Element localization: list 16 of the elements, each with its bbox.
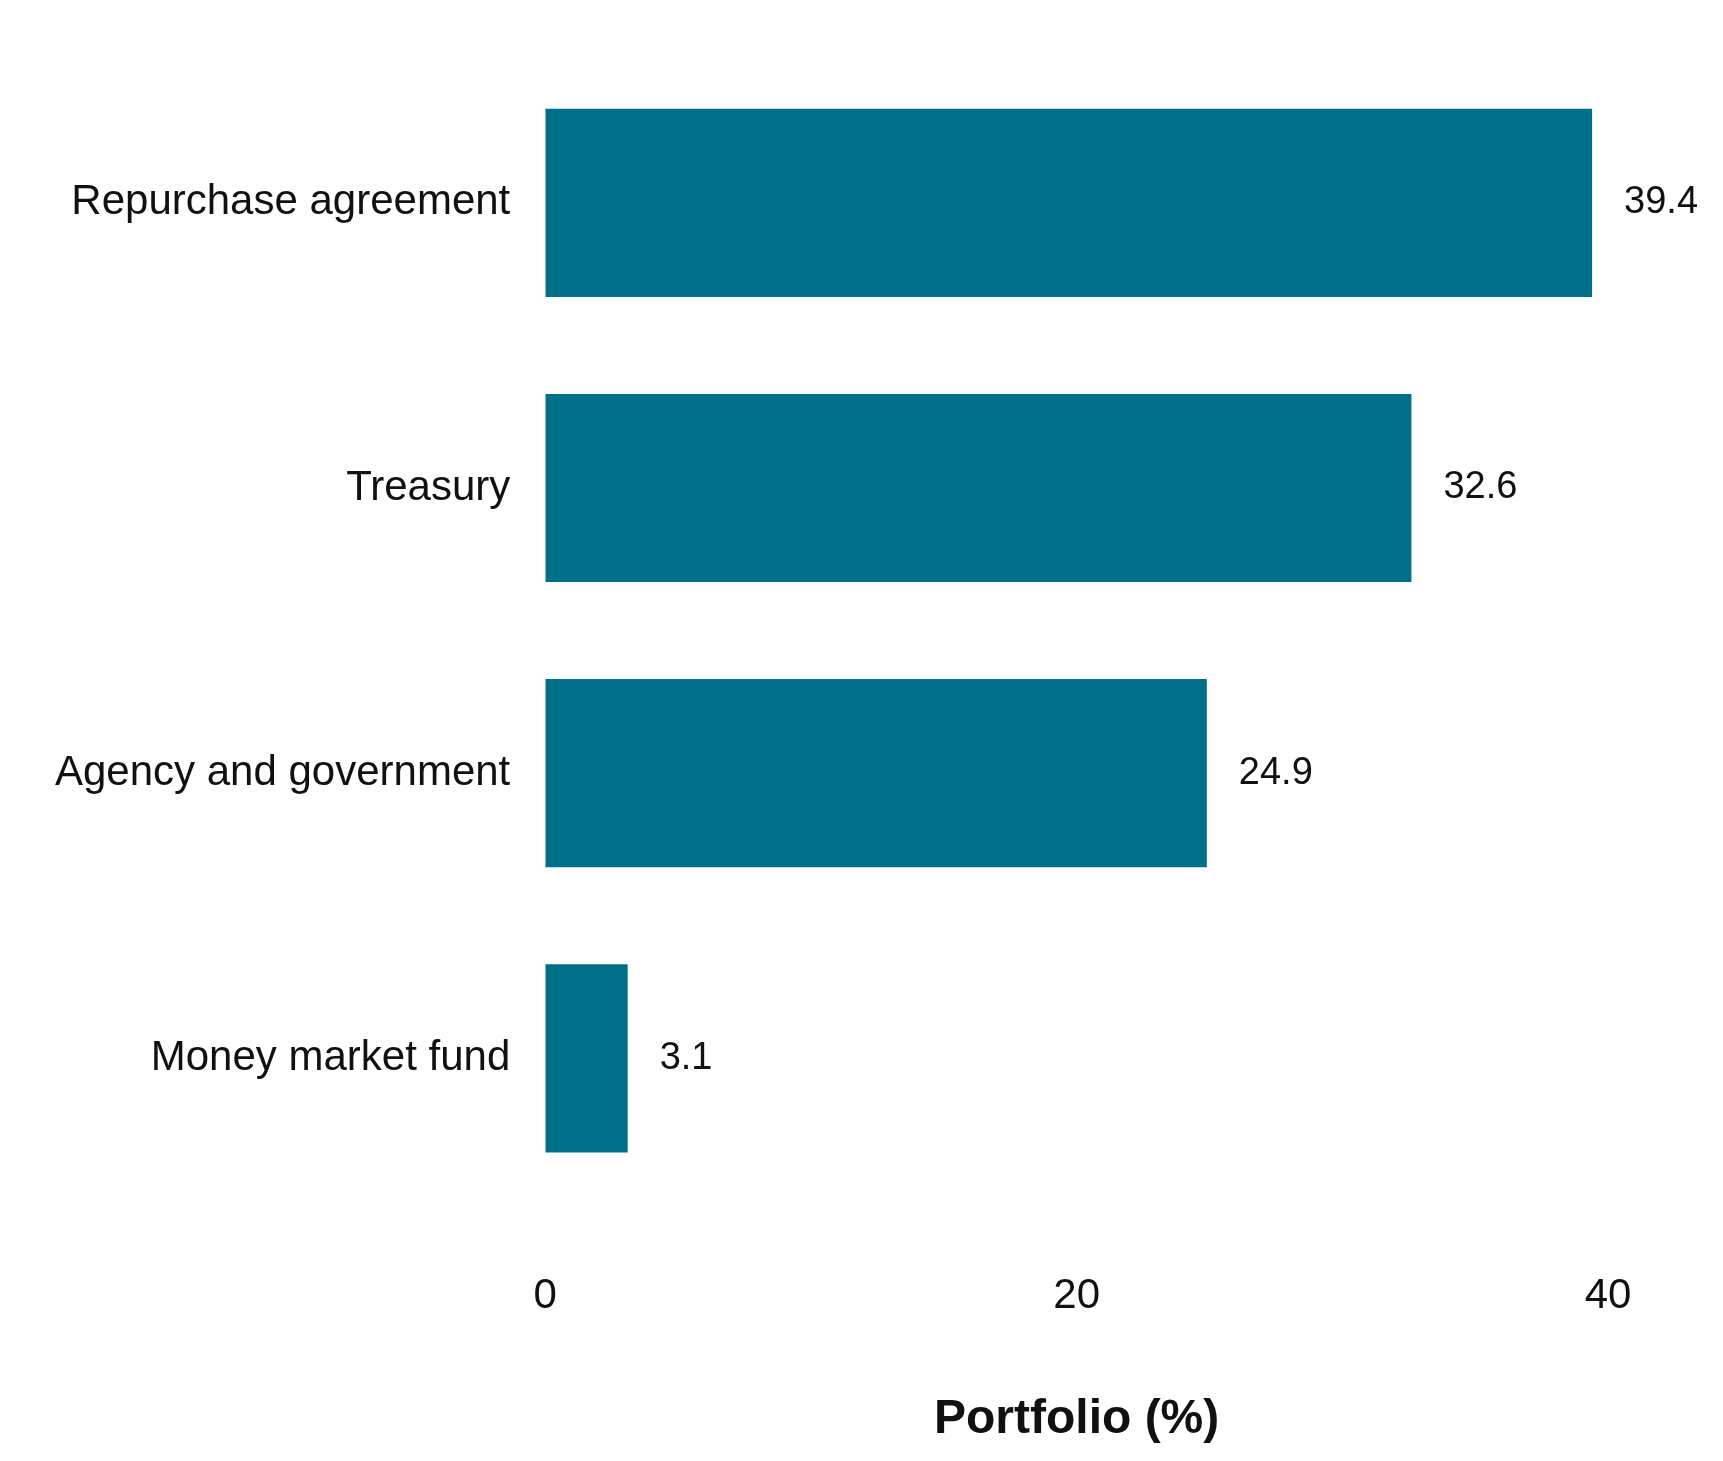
x-axis-title: Portfolio (%) bbox=[934, 1390, 1220, 1444]
x-tick-label: 40 bbox=[1584, 1269, 1632, 1317]
y-tick-label: Repurchase agreement bbox=[71, 176, 511, 224]
data-label: 32.6 bbox=[1443, 464, 1518, 507]
y-tick-label: Agency and government bbox=[55, 746, 511, 794]
y-tick-label: Treasury bbox=[346, 461, 511, 509]
x-tick-label: 0 bbox=[533, 1269, 557, 1317]
bar bbox=[545, 393, 1412, 583]
x-tick-label: 20 bbox=[1053, 1269, 1101, 1317]
data-label: 24.9 bbox=[1238, 749, 1313, 792]
data-label: 39.4 bbox=[1624, 179, 1699, 222]
bar bbox=[545, 964, 628, 1153]
bar bbox=[545, 108, 1593, 297]
bar bbox=[545, 679, 1207, 868]
data-label: 3.1 bbox=[659, 1034, 713, 1077]
y-tick-label: Money market fund bbox=[150, 1031, 511, 1079]
